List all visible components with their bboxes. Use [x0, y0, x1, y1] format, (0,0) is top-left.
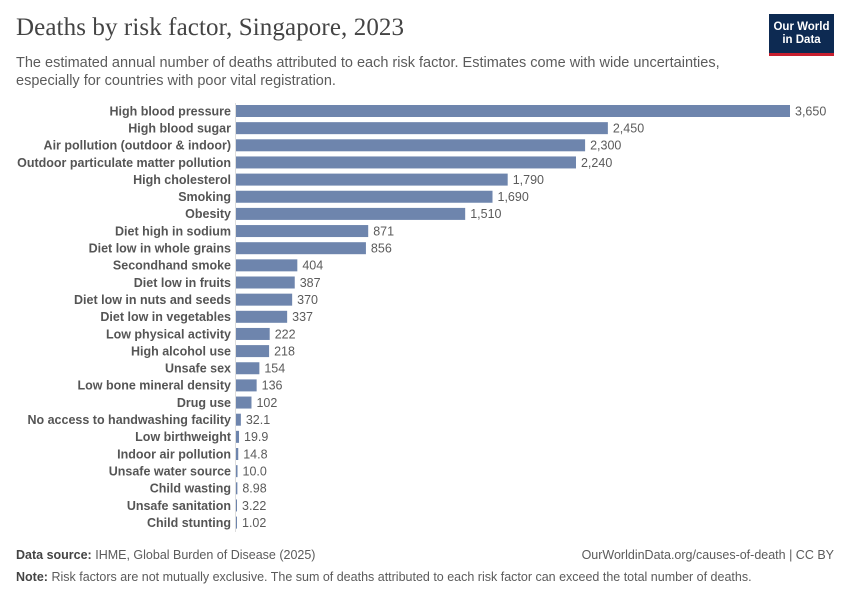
value-label: 154: [264, 362, 285, 376]
category-label: Child stunting: [147, 516, 231, 530]
value-label: 2,240: [581, 156, 612, 170]
bar[interactable]: [236, 173, 508, 186]
bar[interactable]: [236, 413, 241, 426]
category-label: Secondhand smoke: [113, 259, 231, 273]
value-label: 2,450: [613, 121, 644, 135]
category-label: Unsafe sex: [165, 362, 231, 376]
bars-group: High blood pressure 3,650 High blood sugar…: [17, 104, 826, 530]
value-label: 2,300: [590, 139, 621, 153]
bar[interactable]: [236, 105, 790, 117]
category-label: Outdoor particulate matter pollution: [17, 156, 231, 170]
logo-line-1: Our World: [773, 21, 830, 33]
bar[interactable]: [236, 276, 295, 289]
value-label: 1,690: [498, 190, 529, 204]
bar[interactable]: [236, 225, 369, 238]
note-text: Risk factors are not mutually exclusive.…: [51, 570, 752, 584]
value-label: 1.02: [242, 516, 266, 530]
chart-note: Note: Risk factors are not mutually excl…: [16, 570, 752, 584]
category-label: High cholesterol: [133, 173, 231, 187]
bar[interactable]: [236, 499, 237, 512]
bar[interactable]: [236, 156, 576, 169]
category-label: Unsafe sanitation: [127, 499, 231, 513]
value-label: 1,510: [470, 207, 501, 221]
owid-logo[interactable]: Our World in Data: [769, 14, 834, 56]
logo-line-2: in Data: [782, 33, 821, 46]
data-source-label: Data source:: [16, 548, 92, 562]
note-label: Note:: [16, 570, 48, 584]
bar[interactable]: [236, 327, 270, 340]
value-label: 19.9: [244, 430, 268, 444]
value-label: 871: [373, 224, 394, 238]
bar[interactable]: [236, 516, 237, 529]
source-url-link[interactable]: OurWorldinData.org/causes-of-death | CC …: [581, 548, 834, 562]
value-label: 136: [262, 379, 283, 393]
value-label: 856: [371, 242, 392, 256]
value-label: 3.22: [242, 499, 266, 513]
value-label: 1,790: [513, 173, 544, 187]
category-label: Air pollution (outdoor & indoor): [44, 139, 231, 153]
category-label: Diet low in fruits: [134, 276, 231, 290]
value-label: 102: [256, 396, 277, 410]
category-label: Indoor air pollution: [117, 447, 231, 461]
value-label: 8.98: [242, 482, 266, 496]
bar[interactable]: [236, 259, 298, 272]
value-label: 10.0: [243, 464, 267, 478]
category-label: Diet low in whole grains: [89, 242, 231, 256]
category-label: Low birthweight: [135, 430, 232, 444]
category-label: Obesity: [185, 207, 231, 221]
value-label: 218: [274, 344, 295, 358]
category-label: Smoking: [178, 190, 231, 204]
category-label: Drug use: [177, 396, 231, 410]
bar[interactable]: [236, 242, 366, 255]
value-label: 370: [297, 293, 318, 307]
bar[interactable]: [236, 190, 493, 203]
bar[interactable]: [236, 293, 293, 306]
data-source: Data source: IHME, Global Burden of Dise…: [16, 548, 315, 562]
category-label: Child wasting: [150, 482, 231, 496]
bar[interactable]: [236, 345, 270, 358]
value-label: 337: [292, 310, 313, 324]
data-source-text: IHME, Global Burden of Disease (2025): [95, 548, 316, 562]
category-label: No access to handwashing facility: [27, 413, 231, 427]
bar[interactable]: [236, 122, 608, 135]
category-label: High blood sugar: [128, 121, 231, 135]
bar[interactable]: [236, 465, 238, 478]
category-label: High alcohol use: [131, 344, 231, 358]
value-label: 404: [302, 259, 323, 273]
chart-subtitle: The estimated annual number of deaths at…: [16, 55, 720, 89]
bar[interactable]: [236, 482, 238, 495]
category-label: High blood pressure: [109, 104, 231, 118]
value-label: 387: [300, 276, 321, 290]
bar[interactable]: [236, 310, 288, 323]
bar[interactable]: [236, 396, 252, 409]
bar[interactable]: [236, 430, 240, 443]
category-label: Unsafe water source: [109, 464, 231, 478]
value-label: 32.1: [246, 413, 270, 427]
bar[interactable]: [236, 139, 586, 152]
category-label: Diet high in sodium: [115, 224, 231, 238]
category-label: Low physical activity: [106, 327, 231, 341]
value-label: 3,650: [795, 104, 826, 118]
bar[interactable]: [236, 207, 466, 220]
bar[interactable]: [236, 379, 257, 392]
bar[interactable]: [236, 448, 239, 460]
bar[interactable]: [236, 362, 260, 375]
category-label: Low bone mineral density: [78, 379, 232, 393]
value-label: 222: [275, 327, 296, 341]
category-label: Diet low in nuts and seeds: [74, 293, 231, 307]
value-label: 14.8: [243, 447, 267, 461]
category-label: Diet low in vegetables: [100, 310, 231, 324]
chart-title: Deaths by risk factor, Singapore, 2023: [16, 14, 405, 41]
